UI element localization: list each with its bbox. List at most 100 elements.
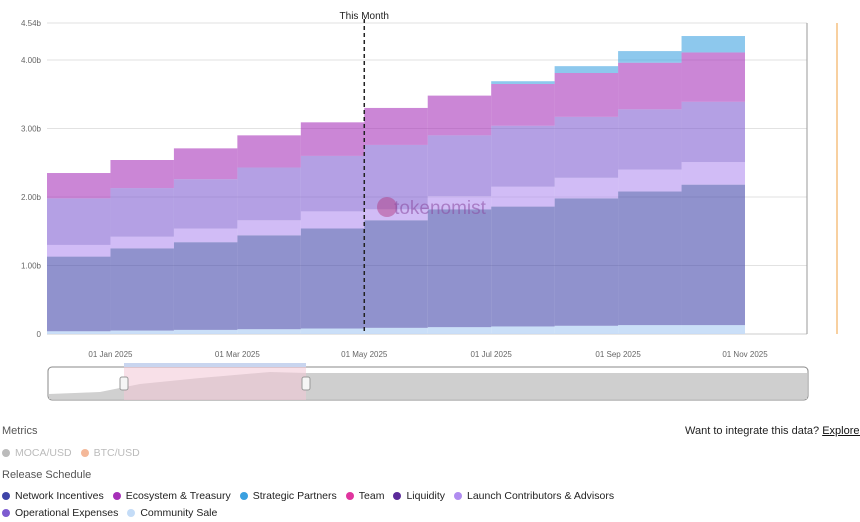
area-step <box>173 242 238 330</box>
watermark-logo <box>377 197 397 217</box>
integrate-link[interactable]: Explore our API <box>822 425 860 437</box>
area-step <box>554 116 619 178</box>
area-step <box>681 184 745 326</box>
legend-swatch <box>2 509 10 517</box>
legend-label: Ecosystem & Treasury <box>125 490 231 502</box>
legend-item[interactable]: Team <box>345 490 385 502</box>
plot <box>47 22 807 335</box>
navigator-handle[interactable] <box>301 376 311 391</box>
legend-item[interactable]: Ecosystem & Treasury <box>112 490 231 502</box>
area-step <box>173 148 238 180</box>
legend-item[interactable]: Launch Contributors & Advisors <box>454 490 614 502</box>
legend-swatch <box>239 492 248 500</box>
area-step <box>681 162 745 185</box>
metric-dot <box>2 449 10 457</box>
area-step <box>364 327 428 334</box>
area-step <box>364 209 428 221</box>
area-step <box>173 228 238 243</box>
area-step <box>237 220 301 236</box>
legend-swatch <box>454 492 462 500</box>
x-tick-label: 01 Jul 2025 <box>470 350 512 359</box>
legend-item[interactable]: Network Incentives <box>2 490 104 502</box>
area-step <box>618 109 682 170</box>
navigator-scroll[interactable] <box>124 363 306 367</box>
legend-swatch <box>2 492 10 500</box>
legend-item[interactable]: Community Sale <box>127 507 217 519</box>
legend-label: Operational Expenses <box>15 507 119 519</box>
navigator-rest <box>306 373 807 399</box>
area-step <box>300 122 365 156</box>
legend-item[interactable]: Liquidity <box>393 490 445 502</box>
area-step <box>491 326 555 334</box>
area-step <box>491 125 555 187</box>
watermark: tokenomist <box>394 198 487 219</box>
area-step <box>237 135 301 168</box>
area-step <box>47 173 111 199</box>
legend-item[interactable]: Strategic Partners <box>239 490 337 502</box>
area-step <box>237 329 301 334</box>
integrate: Want to integrate this data? Explore our… <box>685 425 860 437</box>
legend-swatch <box>345 492 354 500</box>
area-step <box>427 135 492 197</box>
area-step <box>491 206 555 327</box>
area-step <box>110 188 174 237</box>
metric-item[interactable]: MOCA/USD <box>2 447 72 459</box>
legend-swatch <box>393 492 402 500</box>
area-step <box>491 186 555 207</box>
area-step <box>47 331 111 334</box>
area-step <box>491 83 555 126</box>
area-step <box>110 160 174 189</box>
legend: Network Incentives Ecosystem & Treasury St… <box>2 490 702 519</box>
area-step <box>681 325 745 334</box>
area-step <box>110 248 174 331</box>
area-step <box>110 330 174 334</box>
area-step <box>491 81 555 84</box>
area-step <box>554 177 619 199</box>
area-step <box>300 211 365 229</box>
area-step <box>173 329 238 334</box>
area-step <box>427 95 492 136</box>
metrics-title: Metrics <box>2 425 38 437</box>
area-step <box>47 198 111 245</box>
area-step <box>554 198 619 326</box>
y-tick-label: 4.54b <box>21 19 42 28</box>
area-step <box>554 66 619 74</box>
x-tick-label: 01 Jan 2025 <box>88 350 133 359</box>
y-tick-label: 3.00b <box>21 124 42 133</box>
area-step <box>427 196 492 210</box>
legend-title: Release Schedule <box>2 469 92 481</box>
metric-label: BTC/USD <box>93 447 140 459</box>
area-step <box>618 325 682 334</box>
x-tick-label: 01 Mar 2025 <box>215 350 260 359</box>
metric-label: MOCA/USD <box>15 447 72 459</box>
area-step <box>237 235 301 330</box>
x-tick-label: 01 Sep 2025 <box>595 350 641 359</box>
navigator-selection[interactable] <box>124 364 306 400</box>
metric-item[interactable]: BTC/USD <box>80 447 140 459</box>
area-step <box>237 167 301 221</box>
area-step <box>554 325 619 334</box>
integrate-text: Want to integrate this data? <box>685 425 820 437</box>
area-step <box>427 327 492 334</box>
area-step <box>681 101 745 163</box>
area-step <box>300 328 365 334</box>
legend-label: Network Incentives <box>15 490 104 502</box>
y-tick-label: 0 <box>37 330 42 339</box>
area-step <box>364 107 428 145</box>
area-step <box>173 179 238 229</box>
area-step <box>364 220 428 328</box>
x-tick-label: 01 Nov 2025 <box>722 350 768 359</box>
metric-dot <box>80 449 89 457</box>
area-step <box>681 52 745 102</box>
legend-label: Strategic Partners <box>252 490 337 502</box>
navigator-handle[interactable] <box>119 376 129 391</box>
area-step <box>618 62 682 110</box>
legend-swatch <box>112 492 121 500</box>
legend-label: Team <box>358 490 385 502</box>
legend-swatch <box>127 509 136 517</box>
area-step <box>554 73 619 117</box>
y-tick-label: 2.00b <box>21 193 42 202</box>
legend-item[interactable]: Operational Expenses <box>2 507 118 519</box>
area-step <box>618 169 682 192</box>
